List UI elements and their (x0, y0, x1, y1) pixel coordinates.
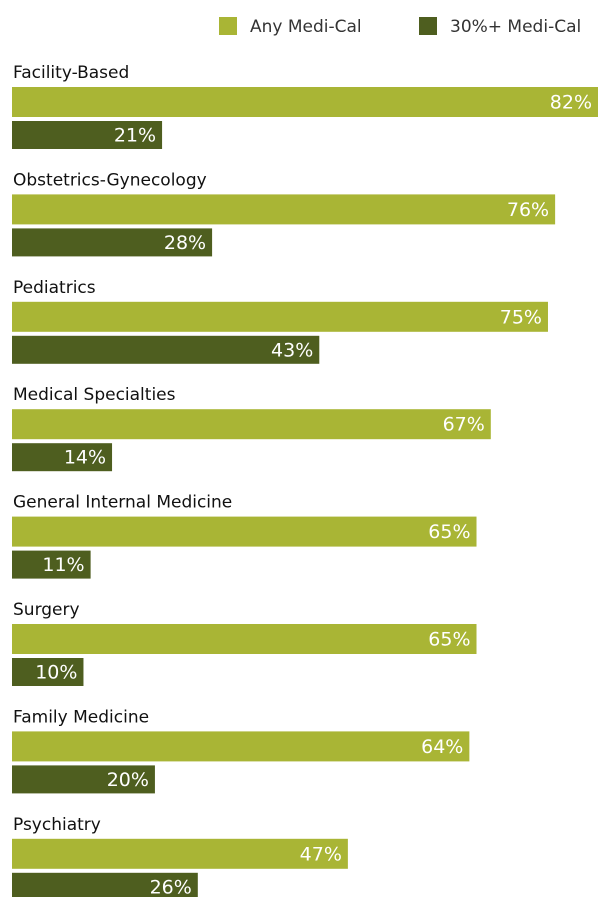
bar (12, 872, 198, 897)
value-label: 21% (114, 125, 156, 147)
category-label: General Internal Medicine (13, 493, 232, 513)
category-label: Pediatrics (13, 278, 96, 298)
category-label: Psychiatry (13, 815, 101, 835)
category-label: Obstetrics-Gynecology (13, 170, 207, 190)
bar (12, 194, 556, 225)
value-label: 64% (421, 736, 463, 758)
bar (12, 121, 163, 149)
value-label: 75% (500, 306, 542, 328)
category-label: Facility-Based (13, 63, 129, 83)
bar (12, 228, 213, 257)
bar (12, 765, 155, 794)
bar (12, 838, 348, 869)
value-label: 28% (164, 232, 206, 254)
value-label: 43% (271, 339, 313, 361)
bar (12, 301, 548, 332)
category-label: Surgery (13, 600, 80, 620)
value-label: 76% (507, 199, 549, 221)
value-label: 10% (35, 662, 77, 684)
bar (12, 409, 491, 440)
category-label: Medical Specialties (13, 385, 176, 405)
bar (12, 516, 477, 547)
bar (12, 335, 320, 364)
value-label: 67% (443, 414, 485, 436)
category-label: Family Medicine (13, 707, 149, 727)
legend-label: Any Medi-Cal (250, 17, 362, 37)
bar (12, 443, 113, 472)
value-label: 14% (64, 447, 106, 469)
legend-label: 30%+ Medi-Cal (450, 17, 581, 37)
value-label: 47% (300, 843, 342, 865)
bar (12, 87, 598, 117)
legend-swatch (419, 17, 437, 35)
value-label: 65% (428, 629, 470, 651)
value-label: 11% (42, 554, 84, 576)
legend-swatch (219, 17, 237, 35)
value-label: 65% (428, 521, 470, 543)
bar (12, 658, 84, 686)
value-label: 82% (550, 92, 592, 114)
value-label: 26% (150, 876, 192, 897)
bar (12, 550, 91, 579)
bar (12, 731, 470, 762)
bar (12, 624, 477, 654)
value-label: 20% (107, 769, 149, 791)
